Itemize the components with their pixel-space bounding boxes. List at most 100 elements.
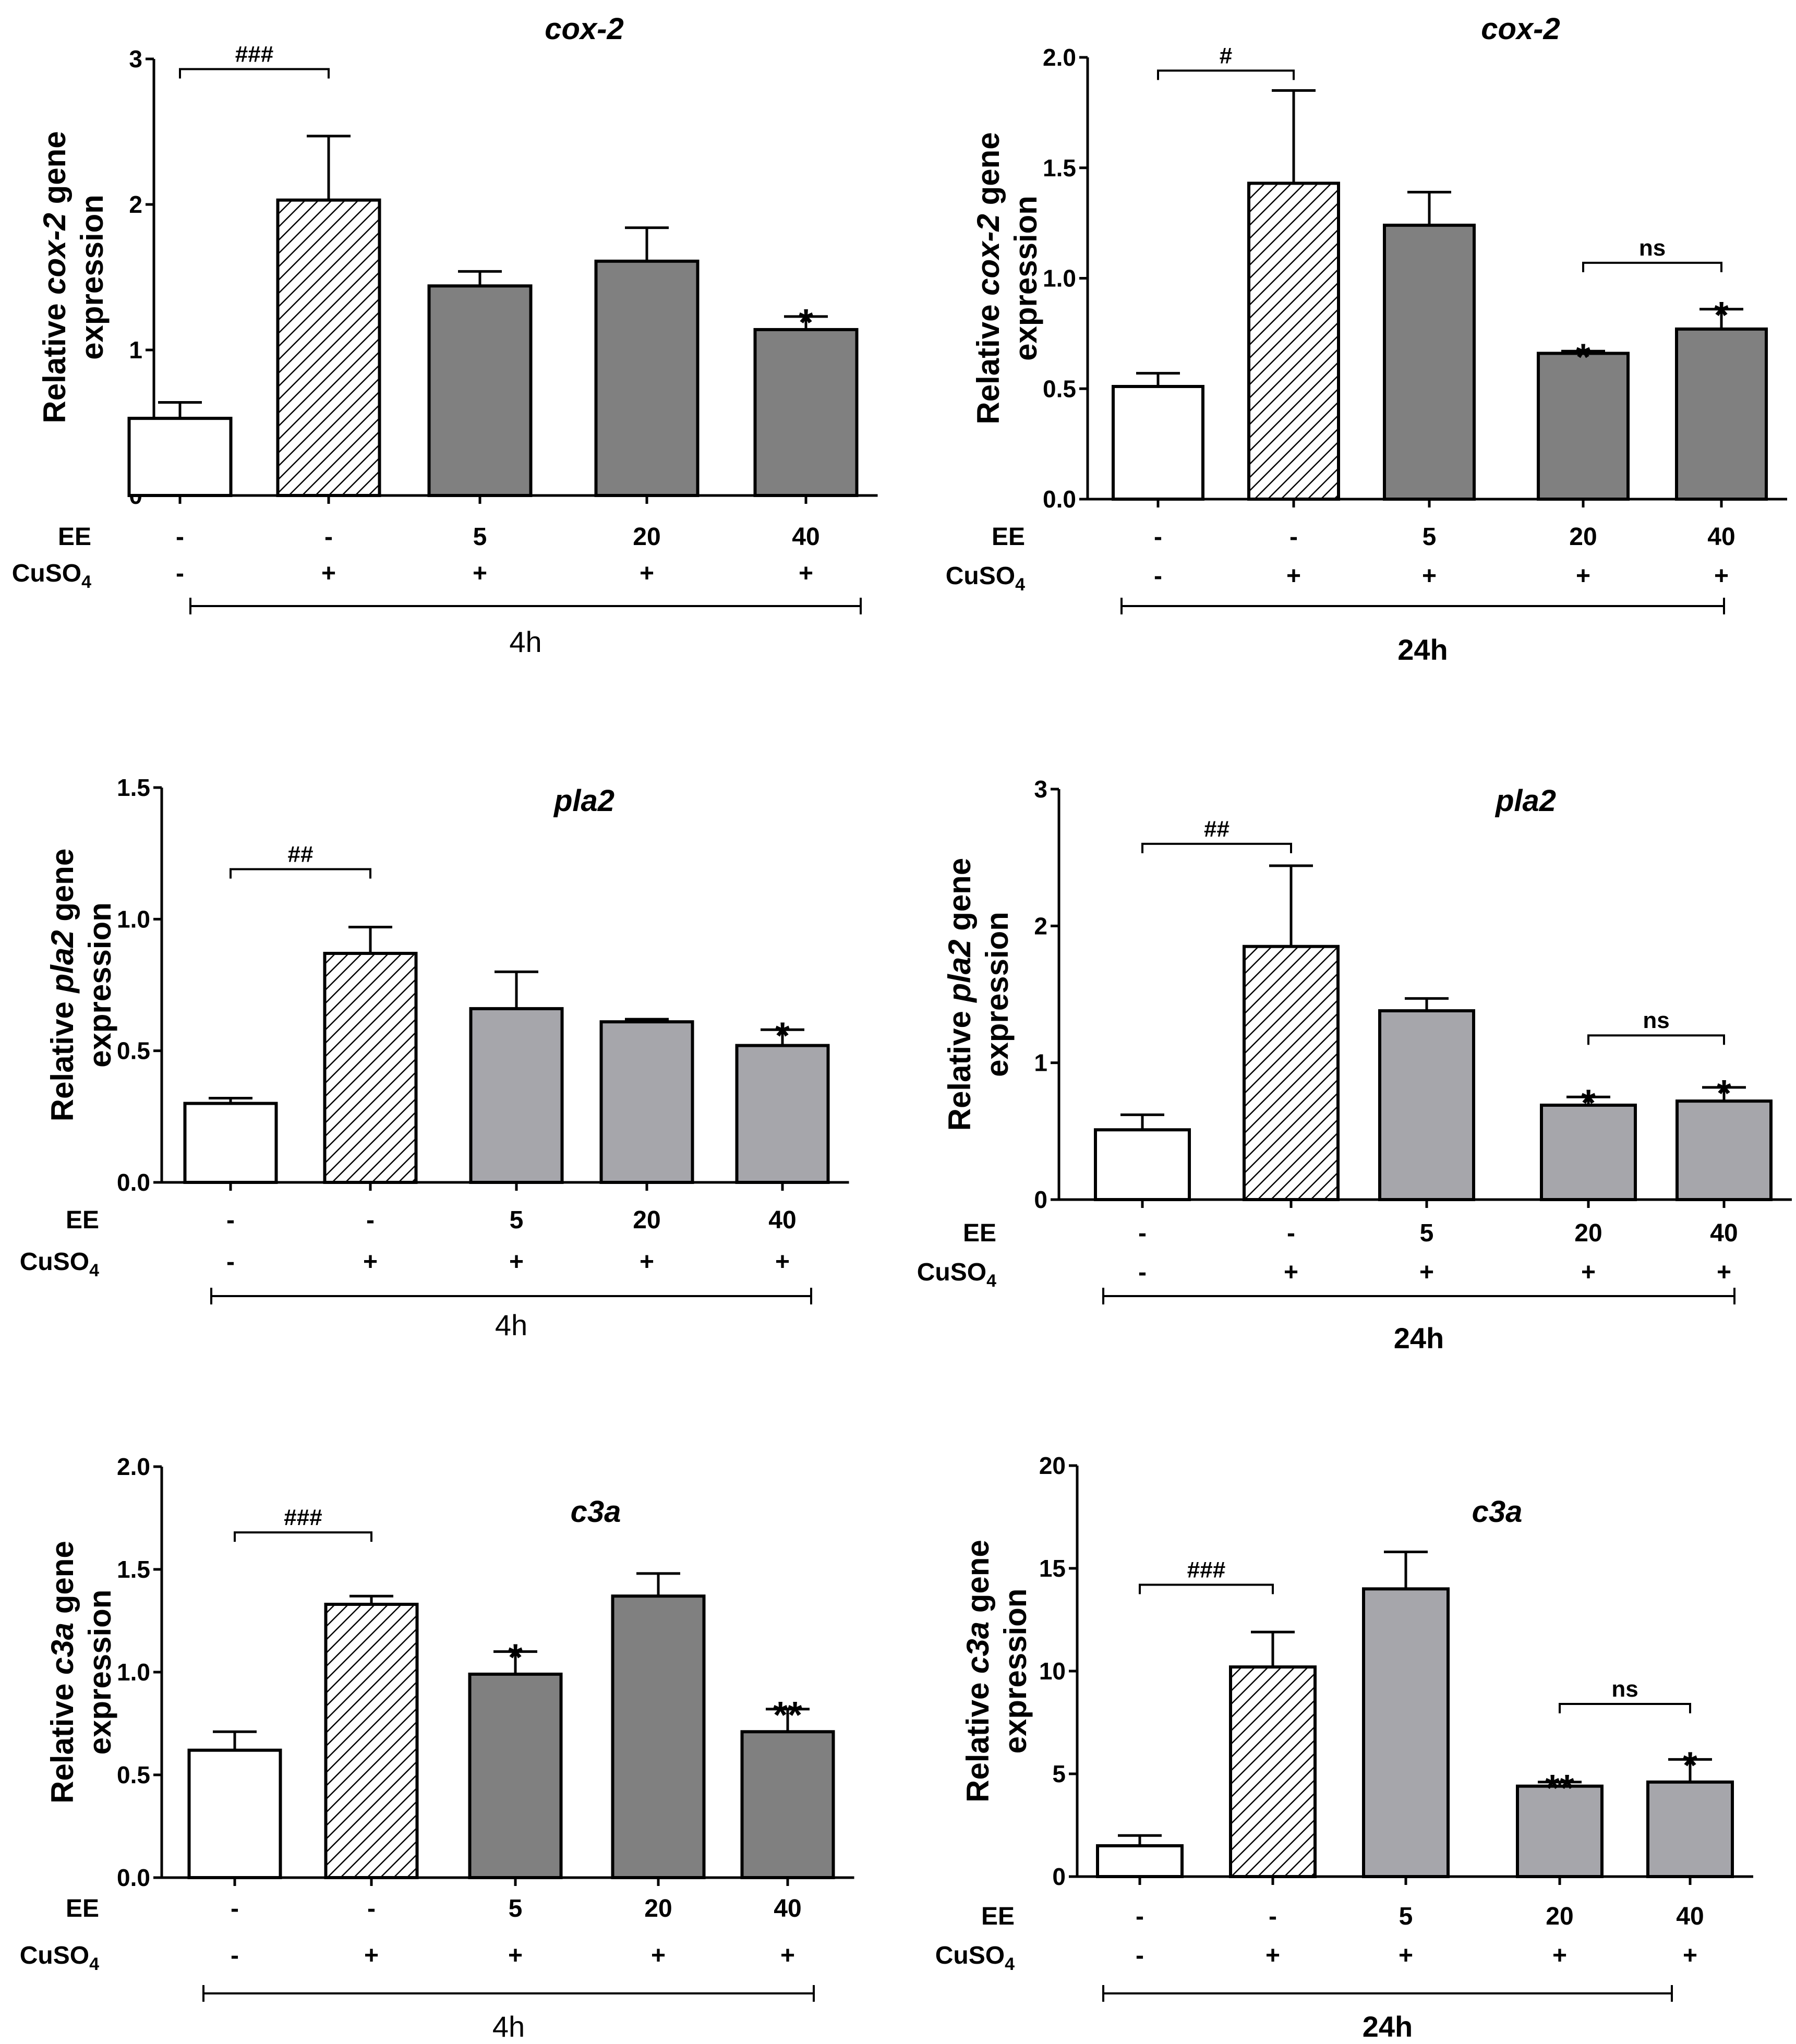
significance-bracket <box>1582 261 1722 272</box>
y-axis-label: Relative cox-2 geneexpression <box>971 132 1043 424</box>
ee-value: 5 <box>509 1895 523 1922</box>
cuso4-value: + <box>780 1942 795 1969</box>
significance-bracket <box>230 868 371 879</box>
significance-label: ## <box>288 841 314 867</box>
ee-value: - <box>1154 523 1162 551</box>
y-tick-label: 1.5 <box>1043 154 1076 182</box>
ee-value: 40 <box>768 1206 796 1234</box>
bar-cuso4 <box>276 198 381 497</box>
cuso4-row-label: CuSO4 <box>946 562 1025 595</box>
cuso4-value: - <box>231 1942 239 1969</box>
timepoint-label: 24h <box>1363 2010 1413 2043</box>
significance-mark: * <box>508 1637 523 1679</box>
ee-value: 40 <box>1707 523 1735 551</box>
ee-value: 40 <box>1676 1903 1704 1930</box>
ee-value: 5 <box>510 1206 524 1234</box>
ee-value: 20 <box>1546 1903 1573 1930</box>
y-tick-label: 2.0 <box>1043 44 1076 71</box>
bar-cuso4 <box>323 951 418 1184</box>
y-tick-label: 1.0 <box>1043 265 1076 292</box>
significance-label: ### <box>1187 1557 1225 1583</box>
y-tick-label: 0.0 <box>117 1169 150 1196</box>
cuso4-value: + <box>640 560 654 587</box>
cuso4-value: + <box>775 1248 790 1276</box>
y-tick-label: 0 <box>1034 1186 1047 1213</box>
chart-title: cox-2 <box>545 12 624 46</box>
ee-value: - <box>226 1206 235 1234</box>
y-tick-label: 5 <box>1052 1760 1066 1787</box>
y-axis-label: Relative cox-2 geneexpression <box>37 131 110 423</box>
timepoint-label: 4h <box>495 1309 527 1341</box>
significance-bracket <box>1157 69 1295 80</box>
significance-label: ns <box>1611 1676 1638 1702</box>
ee-row-label: EE <box>66 1895 99 1922</box>
ee-value: - <box>1136 1903 1144 1930</box>
bar-control <box>1096 1844 1184 1878</box>
chart-title: c3a <box>1472 1495 1523 1529</box>
chart-title: c3a <box>571 1495 621 1529</box>
cuso4-value: + <box>1422 562 1437 590</box>
timepoint-label: 24h <box>1394 1322 1444 1354</box>
bar-ee-40 <box>1675 327 1768 501</box>
ee-row-label: EE <box>66 1206 99 1234</box>
chart-panel-cox2-24h: cox-2 0.0 0.5 1.0 1.5 2.0 Relative cox-2 genee… <box>946 12 1787 666</box>
cuso4-row-label: CuSO4 <box>20 1248 99 1280</box>
bar-control <box>1094 1128 1191 1201</box>
bar-ee-40 <box>1676 1099 1773 1202</box>
y-tick-label: 2 <box>129 191 142 218</box>
ee-value: - <box>366 1206 375 1234</box>
cuso4-row-label: CuSO4 <box>935 1942 1015 1974</box>
significance-bracket <box>234 1531 372 1542</box>
significance-mark: * <box>1717 1073 1731 1115</box>
ee-value: 40 <box>774 1895 801 1922</box>
significance-mark: ** <box>773 1695 802 1736</box>
cuso4-value: + <box>1284 1259 1298 1286</box>
y-tick-label: 15 <box>1039 1555 1066 1582</box>
significance-label: ### <box>284 1505 322 1530</box>
ee-value: 20 <box>633 1206 660 1234</box>
significance-mark: * <box>1714 295 1729 336</box>
significance-bracket <box>1141 842 1292 853</box>
ee-value: 40 <box>1710 1219 1738 1247</box>
y-tick-label: 1.5 <box>117 1556 150 1583</box>
cuso4-value: + <box>1419 1259 1434 1286</box>
cuso4-value: + <box>651 1942 666 1969</box>
cuso4-value: - <box>1136 1942 1144 1969</box>
cuso4-value: + <box>363 1248 378 1276</box>
significance-mark: * <box>799 302 813 344</box>
ee-value: - <box>1287 1219 1295 1247</box>
cuso4-value: + <box>1399 1942 1413 1969</box>
bar-control <box>127 417 233 497</box>
y-tick-label: 20 <box>1039 1452 1066 1479</box>
bar-ee-40 <box>753 328 859 497</box>
significance-label: ns <box>1643 1008 1669 1033</box>
cuso4-value: + <box>799 560 813 587</box>
significance-mark: * <box>775 1015 790 1057</box>
y-axis-label: Relative pla2 geneexpression <box>942 858 1015 1131</box>
timepoint-label: 4h <box>492 2010 525 2043</box>
bar-ee-5 <box>1378 1009 1475 1201</box>
bar-ee-40 <box>740 1730 835 1879</box>
y-tick-label: 3 <box>1034 776 1047 803</box>
ee-value: 5 <box>1423 523 1437 551</box>
chart-panel-pla2-4h: pla2 0.0 0.5 1.0 1.5 Relative pla2 geneexpres… <box>20 774 849 1341</box>
bar-cuso4 <box>1229 1665 1317 1879</box>
cuso4-value: + <box>640 1248 654 1276</box>
bar-control <box>1112 385 1204 501</box>
significance-mark: ** <box>1545 1768 1574 1809</box>
cuso4-value: + <box>1714 562 1729 590</box>
bar-ee-5 <box>1383 223 1476 501</box>
significance-label: # <box>1220 43 1232 68</box>
ee-value: - <box>176 523 184 551</box>
ee-value: 40 <box>792 523 819 551</box>
chart-title: pla2 <box>553 784 614 818</box>
y-tick-label: 3 <box>129 45 142 72</box>
bar-ee-20 <box>594 259 700 497</box>
ee-row-label: EE <box>992 523 1025 551</box>
y-tick-label: 1 <box>1034 1049 1047 1077</box>
cuso4-value: + <box>1265 1942 1280 1969</box>
bar-ee-40 <box>1646 1780 1734 1879</box>
significance-mark: * <box>1581 1082 1596 1124</box>
